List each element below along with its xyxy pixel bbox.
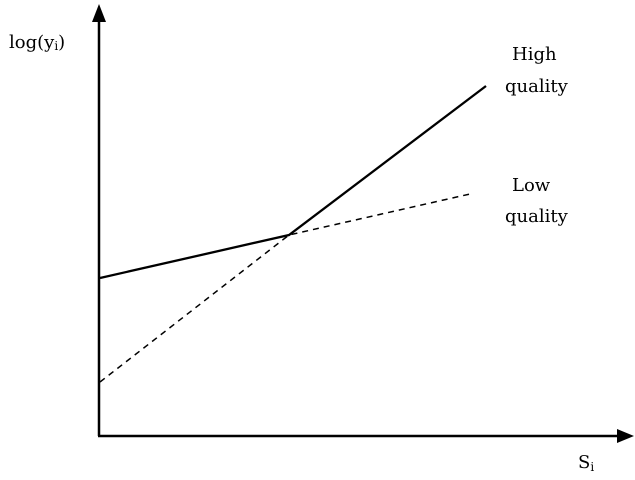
low-quality-label-line1: Low: [512, 175, 551, 196]
y-axis-label: log(yi): [9, 32, 65, 53]
x-axis-label: Si: [578, 452, 594, 474]
high-quality-label-line1: High: [512, 44, 557, 65]
high-quality-line: [99, 85, 487, 280]
x-axis-arrow-icon: [617, 429, 634, 443]
high-quality-label-line2: quality: [505, 76, 569, 97]
low-quality-label-line2: quality: [505, 206, 569, 227]
y-axis-label-subscript: i: [54, 39, 58, 53]
x-axis-label-subscript: i: [590, 460, 594, 474]
low-quality-line: [99, 193, 471, 383]
y-axis-arrow-icon: [92, 4, 106, 22]
